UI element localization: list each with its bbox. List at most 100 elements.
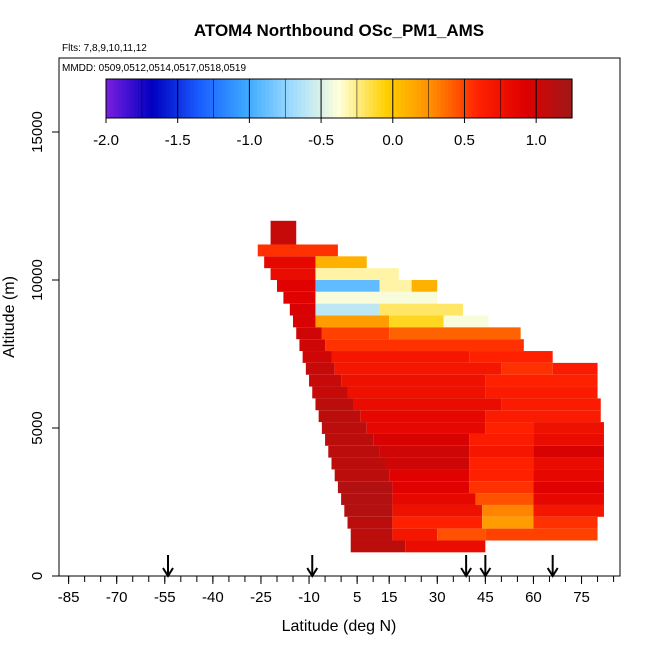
colorbar-segment	[540, 79, 545, 118]
colorbar-segment	[408, 79, 414, 118]
colorbar-segment	[106, 79, 111, 118]
colorbar-segment	[249, 79, 254, 118]
heatmap-cell	[485, 386, 598, 399]
x-axis: -85 -70 -55 -40 -25 -10 5 15 30 45 60 75	[58, 576, 615, 606]
chart-title: ATOM4 Northbound OSc_PM1_AMS	[194, 21, 484, 40]
heatmap-cell	[296, 327, 322, 340]
heatmap-cell	[443, 315, 489, 328]
heatmap-cell	[331, 457, 386, 470]
colorbar-segment	[257, 79, 262, 118]
colorbar-segment	[317, 79, 322, 118]
colorbar-segment	[181, 79, 187, 118]
colorbar-segment	[360, 79, 366, 118]
x-axis-label: Latitude (deg N)	[282, 618, 397, 635]
colorbar-segment	[348, 79, 354, 118]
colorbar-segment	[113, 79, 119, 118]
heatmap-cell	[331, 351, 470, 363]
colorbar-segment	[305, 79, 310, 118]
heatmap-cell	[475, 493, 534, 505]
colorbar-segment	[464, 79, 470, 118]
x-tick-label: -40	[202, 589, 224, 606]
colorbar-segment	[169, 79, 175, 118]
colorbar-segment	[340, 79, 346, 118]
x-tick-label: 30	[429, 589, 446, 606]
colorbar-segment	[536, 79, 541, 118]
colorbar-segment	[301, 79, 306, 118]
heatmap-cell	[485, 528, 598, 541]
colorbar-segment	[368, 79, 374, 118]
heatmap-cell	[469, 469, 534, 482]
colorbar-segment	[344, 79, 350, 118]
heatmap-cell	[485, 374, 598, 387]
heatmap-cell	[353, 398, 502, 411]
colorbar-segment	[396, 79, 402, 118]
colorbar-segment	[564, 79, 569, 118]
colorbar-segment	[313, 79, 318, 118]
colorbar-segment	[141, 79, 147, 118]
colorbar-segment	[185, 79, 191, 118]
heatmap-cell	[533, 504, 604, 517]
heatmap-cell	[341, 493, 393, 505]
colorbar-segment	[221, 79, 227, 118]
heatmap-cell	[315, 303, 380, 316]
colorbar-segment	[233, 79, 239, 118]
colorbar-segment	[145, 79, 151, 118]
colorbar-segment	[293, 79, 298, 118]
colorbar-segment	[412, 79, 418, 118]
heatmap-cell	[501, 398, 601, 411]
colorbar-segment	[516, 79, 521, 118]
colorbar-segment	[109, 79, 115, 118]
colorbar-segment	[217, 79, 223, 118]
colorbar-segment	[372, 79, 378, 118]
heatmap-cell	[347, 516, 393, 529]
colorbar-segment	[376, 79, 382, 118]
colorbar-segment	[161, 79, 167, 118]
heatmap-cell	[469, 351, 553, 363]
heatmap-cell	[344, 504, 393, 517]
heatmap-cell	[350, 528, 393, 541]
colorbar-segment	[225, 79, 231, 118]
heatmap-cell	[373, 433, 470, 446]
heatmap-cell	[533, 422, 604, 434]
heatmap-cell	[270, 268, 316, 280]
colorbar-tick-label: 0.5	[454, 132, 475, 149]
heatmap-cell	[315, 256, 367, 269]
colorbar-segment	[568, 79, 573, 118]
colorbar-segment	[197, 79, 203, 118]
x-tick-label: -70	[106, 589, 128, 606]
x-tick-label: 15	[381, 589, 398, 606]
colorbar-segment	[380, 79, 386, 118]
heatmap-cell	[389, 469, 470, 482]
colorbar-segment	[117, 79, 123, 118]
colorbar-segment	[432, 79, 438, 118]
heatmap-cell	[389, 327, 521, 340]
heatmap-cell	[533, 493, 604, 505]
colorbar-segment	[476, 79, 481, 118]
colorbar-segment	[273, 79, 278, 118]
plot-frame	[58, 57, 621, 577]
colorbar-segment	[452, 79, 458, 118]
heatmap-cell	[289, 303, 316, 316]
y-tick-label: 10000	[29, 259, 46, 301]
heatmap-cell	[533, 433, 604, 446]
colorbar-segment	[560, 79, 565, 118]
heatmap-cell	[437, 528, 486, 541]
colorbar-segment	[193, 79, 199, 118]
colorbar-segment	[165, 79, 171, 118]
colorbar-segment	[424, 79, 430, 118]
heatmap-cell	[485, 410, 601, 423]
colorbar-segment	[544, 79, 549, 118]
heatmap-cell	[328, 445, 380, 458]
colorbar-segment	[261, 79, 266, 118]
colorbar-segment	[173, 79, 179, 118]
heatmap-cell	[350, 540, 406, 553]
x-tick-label: -55	[154, 589, 176, 606]
colorbar-segment	[213, 79, 219, 118]
colorbar-segment	[496, 79, 501, 118]
heatmap-cell	[482, 504, 534, 517]
x-tick-label: 45	[477, 589, 494, 606]
colorbar-segment	[121, 79, 127, 118]
colorbar-segment	[492, 79, 497, 118]
colorbar-segment	[325, 79, 330, 118]
